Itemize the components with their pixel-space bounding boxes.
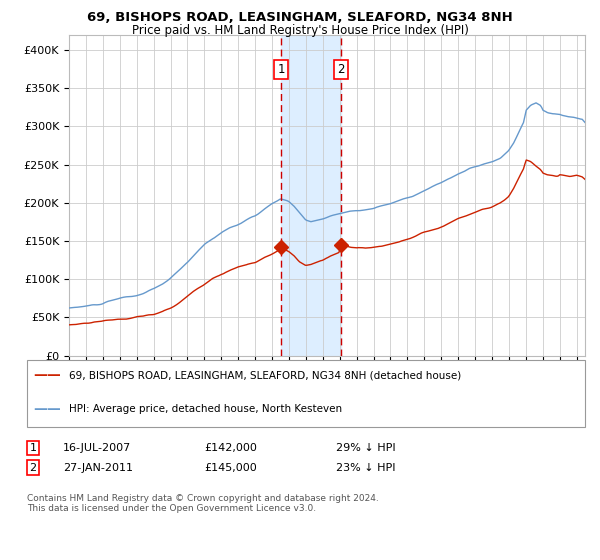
Text: Contains HM Land Registry data © Crown copyright and database right 2024.
This d: Contains HM Land Registry data © Crown c… (27, 494, 379, 514)
Text: Price paid vs. HM Land Registry's House Price Index (HPI): Price paid vs. HM Land Registry's House … (131, 24, 469, 36)
Text: 1: 1 (277, 63, 285, 76)
Text: £145,000: £145,000 (204, 463, 257, 473)
Text: 27-JAN-2011: 27-JAN-2011 (63, 463, 133, 473)
Text: 2: 2 (29, 463, 37, 473)
Text: 29% ↓ HPI: 29% ↓ HPI (336, 443, 395, 453)
Text: 16-JUL-2007: 16-JUL-2007 (63, 443, 131, 453)
Text: HPI: Average price, detached house, North Kesteven: HPI: Average price, detached house, Nort… (69, 404, 342, 414)
Text: 23% ↓ HPI: 23% ↓ HPI (336, 463, 395, 473)
Text: ——: —— (33, 402, 61, 416)
Text: 2: 2 (337, 63, 344, 76)
Text: ——: —— (33, 368, 61, 382)
Text: 1: 1 (29, 443, 37, 453)
Bar (281, 35, 341, 356)
Text: £142,000: £142,000 (204, 443, 257, 453)
Text: 69, BISHOPS ROAD, LEASINGHAM, SLEAFORD, NG34 8NH (detached house): 69, BISHOPS ROAD, LEASINGHAM, SLEAFORD, … (69, 370, 461, 380)
Text: 69, BISHOPS ROAD, LEASINGHAM, SLEAFORD, NG34 8NH: 69, BISHOPS ROAD, LEASINGHAM, SLEAFORD, … (87, 11, 513, 24)
